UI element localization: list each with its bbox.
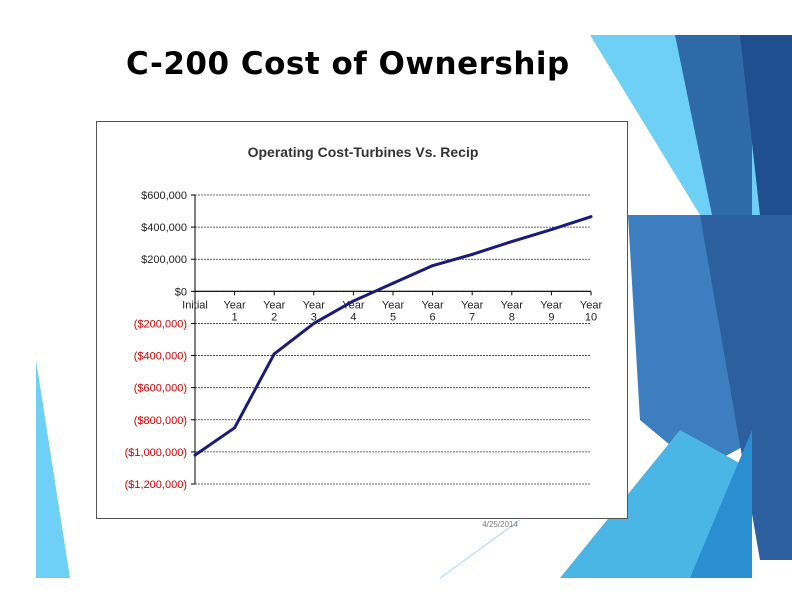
data-point — [351, 299, 355, 303]
deco-thin-line — [439, 519, 521, 579]
y-tick-label: ($600,000) — [134, 383, 187, 395]
y-tick-label: ($400,000) — [134, 351, 187, 363]
axes — [191, 194, 592, 485]
series-line — [194, 215, 592, 457]
deco-bottom-triangle — [690, 430, 752, 578]
x-tick-label: Year 5 — [382, 299, 405, 323]
y-tick-labels: $600,000 $400,000 $200,000 $0 ($200,000) ($40… — [125, 190, 187, 491]
data-point — [431, 264, 435, 268]
deco-left-sliver — [36, 360, 70, 578]
y-tick-label: $200,000 — [141, 254, 187, 266]
data-point — [193, 453, 197, 457]
x-tick-label: Year 2 — [263, 299, 286, 323]
slide-title: C-200 Cost of Ownership — [126, 46, 570, 82]
data-point — [510, 240, 514, 244]
footer-date: 4/25/2014 — [482, 520, 518, 529]
x-tick-label: Year 9 — [540, 299, 563, 323]
x-tick-label: Year 10 — [580, 299, 603, 323]
data-point — [391, 281, 395, 285]
x-tick-label: Year 1 — [223, 299, 246, 323]
x-tick-label: Year 7 — [461, 299, 484, 323]
x-tick-labels: Initial Year 1 Year 2 Year 3 Year 4 Year 5 Year 6 Yea… — [182, 299, 602, 323]
y-tick-label: ($1,000,000) — [125, 447, 187, 459]
x-tick-label: Year 8 — [501, 299, 524, 323]
y-tick-label: ($1,200,000) — [125, 479, 187, 491]
data-point — [470, 252, 474, 256]
chart-container: Operating Cost-Turbines Vs. Recip $600,0… — [96, 121, 628, 519]
x-tick-label: Year 4 — [342, 299, 365, 323]
y-tick-label: $0 — [175, 286, 187, 298]
y-tick-label: $400,000 — [141, 222, 187, 234]
x-tick-label: Year 3 — [303, 299, 326, 323]
data-point — [589, 215, 593, 219]
data-point — [233, 426, 237, 430]
data-point — [312, 321, 316, 325]
series-layer — [193, 215, 593, 457]
line-chart: $600,000 $400,000 $200,000 $0 ($200,000) ($40… — [125, 190, 603, 491]
x-tick-label: Initial — [182, 299, 208, 311]
deco-navy-panel — [740, 35, 792, 215]
x-tick-label: Year 6 — [421, 299, 444, 323]
data-point — [272, 352, 276, 356]
gridlines — [195, 194, 591, 485]
y-tick-label: ($800,000) — [134, 415, 187, 427]
deco-bottom-right-panel — [560, 430, 752, 578]
chart-title: Operating Cost-Turbines Vs. Recip — [247, 144, 479, 160]
deco-dark-blue-panel — [675, 35, 752, 215]
data-point — [549, 228, 553, 232]
y-tick-label: $600,000 — [141, 190, 187, 202]
y-tick-label: ($200,000) — [134, 318, 187, 330]
deco-right-strip — [700, 215, 792, 560]
